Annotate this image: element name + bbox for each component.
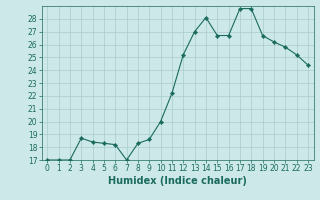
X-axis label: Humidex (Indice chaleur): Humidex (Indice chaleur) — [108, 176, 247, 186]
